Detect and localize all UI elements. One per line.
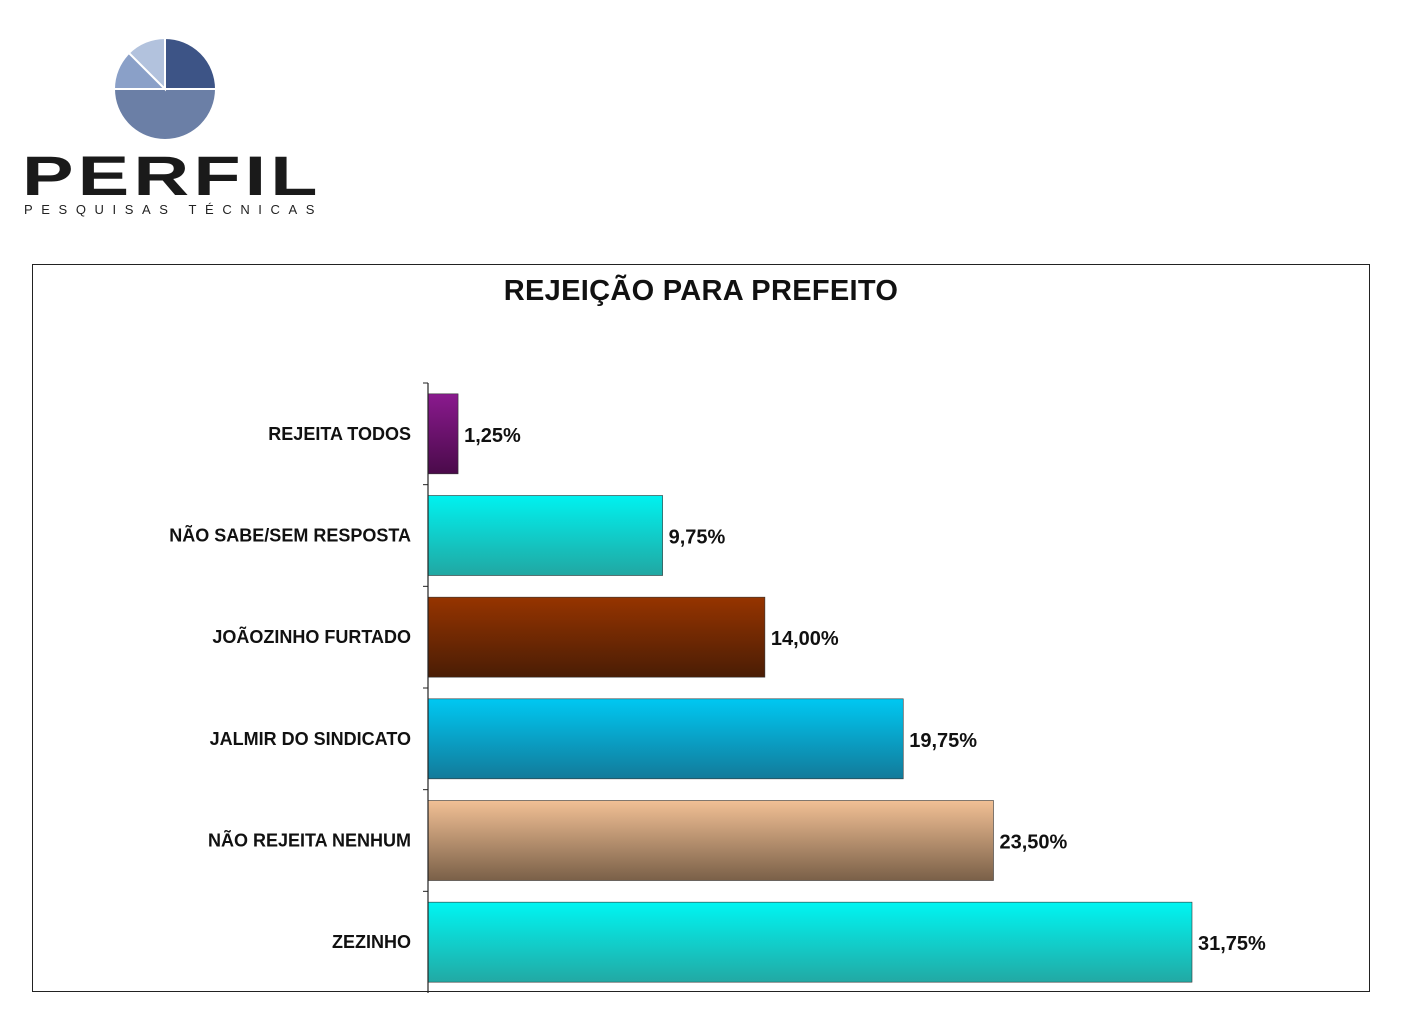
bar-6 — [427, 901, 1193, 983]
category-label: REJEITA TODOS — [268, 424, 411, 444]
bar-3 — [427, 596, 766, 678]
category-label: NÃO REJEITA NENHUM — [208, 830, 411, 851]
value-label: 9,75% — [669, 527, 726, 549]
bar-1 — [427, 393, 459, 475]
logo-slice-1 — [164, 36, 218, 90]
logo-slice-2 — [112, 88, 218, 141]
value-label: 1,25% — [464, 425, 521, 447]
logo-slice-4 — [127, 36, 166, 92]
bar-chart: REJEITA TODOS 1,25% NÃO SABE/SEM RESPOSTA 9… — [169, 382, 1266, 993]
bar-5 — [427, 800, 994, 881]
category-label: NÃO SABE/SEM RESPOSTA — [169, 525, 411, 546]
category-label: JALMIR DO SINDICATO — [210, 729, 411, 749]
value-label: 19,75% — [909, 730, 977, 752]
value-label: 31,75% — [1198, 933, 1266, 955]
chart-frame: REJEIÇÃO PARA PREFEITO REJEITA TODOS 1,25… — [32, 264, 1370, 993]
bar-4 — [427, 698, 904, 780]
logo-brand: PERFIL — [22, 144, 322, 207]
value-label: 23,50% — [999, 832, 1067, 854]
bar-2 — [427, 495, 663, 576]
pie-logo-icon — [112, 36, 218, 141]
category-label: JOÃOZINHO FURTADO — [212, 626, 411, 647]
perfil-logo: PERFIL PESQUISAS TÉCNICAS — [18, 30, 318, 230]
category-label: ZEZINHO — [332, 932, 411, 952]
value-label: 14,00% — [771, 628, 839, 650]
chart-title: REJEIÇÃO PARA PREFEITO — [503, 275, 899, 307]
logo-tagline: PESQUISAS TÉCNICAS — [24, 202, 324, 217]
